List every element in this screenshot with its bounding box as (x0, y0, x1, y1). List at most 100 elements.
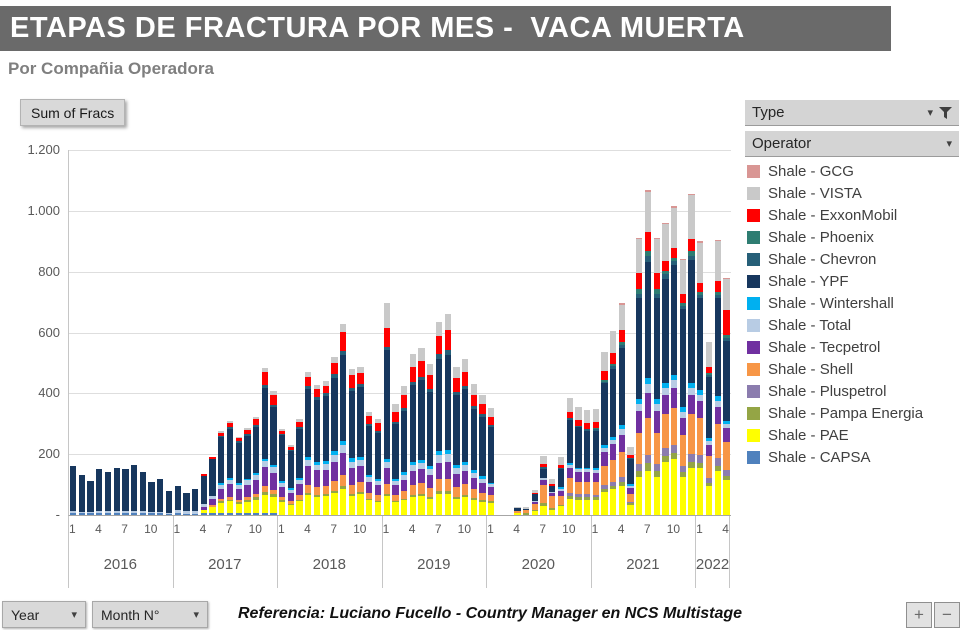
bar-2021-07[interactable] (644, 190, 652, 515)
bar-2022-02[interactable] (705, 342, 713, 515)
bar-2018-09[interactable] (348, 369, 356, 515)
legend-item[interactable]: Shale - Phoenix (747, 226, 923, 248)
bar-2016-06[interactable] (113, 467, 120, 515)
bar-2021-06[interactable] (636, 237, 643, 515)
bar-segment (113, 510, 120, 513)
bar-2017-12[interactable] (270, 391, 277, 515)
bar-2018-01[interactable] (279, 428, 286, 515)
bar-2020-09[interactable] (557, 456, 565, 515)
legend-item[interactable]: Shale - GCG (747, 160, 923, 182)
bar-2018-02[interactable] (287, 444, 295, 515)
bar-2017-01[interactable] (174, 485, 181, 515)
legend-item[interactable]: Shale - Wintershall (747, 292, 923, 314)
legend-item[interactable]: Shale - ExxonMobil (747, 204, 923, 226)
bar-2021-12[interactable] (688, 193, 695, 515)
bar-2017-09[interactable] (244, 428, 251, 515)
sum-of-fracs-button[interactable]: Sum of Fracs (20, 99, 126, 126)
bar-2016-08[interactable] (130, 464, 138, 515)
bar-2020-10[interactable] (566, 398, 573, 515)
legend-item[interactable]: Shale - VISTA (747, 182, 923, 204)
bar-2017-10[interactable] (252, 416, 260, 515)
bar-2021-04[interactable] (618, 303, 626, 515)
bar-2016-04[interactable] (96, 468, 103, 515)
bar-2017-11[interactable] (261, 367, 268, 515)
bar-2018-03[interactable] (296, 419, 303, 515)
bar-2021-08[interactable] (653, 237, 660, 515)
month-filter-button[interactable]: Month N° ▾ (92, 601, 208, 628)
zoom-in-button[interactable]: + (906, 602, 932, 628)
bar-2021-02[interactable] (601, 351, 608, 515)
bar-2018-04[interactable] (305, 371, 312, 515)
legend-item[interactable]: Shale - Chevron (747, 248, 923, 270)
bar-2016-01[interactable] (70, 465, 77, 515)
bar-2020-06[interactable] (531, 489, 538, 515)
bar-2019-06[interactable] (427, 364, 434, 515)
legend-item[interactable]: Shale - Shell (747, 358, 923, 380)
bar-2019-10[interactable] (461, 358, 469, 515)
bar-2020-04[interactable] (514, 506, 521, 515)
bar-2018-11[interactable] (366, 411, 373, 515)
bar-2019-07[interactable] (435, 321, 443, 515)
bar-2022-04[interactable] (723, 277, 730, 515)
bar-2021-03[interactable] (610, 331, 617, 515)
bar-2016-05[interactable] (104, 472, 112, 515)
bar-2017-07[interactable] (226, 421, 234, 515)
bar-segment (383, 462, 390, 469)
legend-item[interactable]: Shale - Tecpetrol (747, 336, 923, 358)
legend-item[interactable]: Shale - Pluspetrol (747, 380, 923, 402)
bar-2019-01[interactable] (383, 303, 390, 515)
bar-2021-01[interactable] (592, 408, 599, 515)
bar-2018-05[interactable] (313, 384, 321, 515)
legend-item[interactable]: Shale - Pampa Energia (747, 402, 923, 424)
bar-2016-03[interactable] (87, 481, 94, 515)
bar-2019-09[interactable] (453, 366, 460, 515)
legend-item[interactable]: Shale - CAPSA (747, 446, 923, 468)
bar-2017-05[interactable] (209, 457, 216, 515)
bar-2019-12[interactable] (479, 395, 486, 515)
bar-2016-02[interactable] (78, 474, 85, 515)
bar-2018-06[interactable] (322, 380, 329, 515)
bar-2020-07[interactable] (540, 456, 547, 515)
bar-2017-04[interactable] (200, 474, 207, 515)
bar-2016-07[interactable] (122, 468, 129, 515)
zoom-out-button[interactable]: − (934, 602, 960, 628)
bar-2016-09[interactable] (139, 472, 146, 515)
bar-2019-11[interactable] (470, 383, 477, 515)
bar-segment (575, 500, 582, 515)
year-filter-button[interactable]: Year ▾ (2, 601, 86, 628)
bar-2019-04[interactable] (409, 353, 416, 515)
legend-item[interactable]: Shale - PAE (747, 424, 923, 446)
bar-2020-01[interactable] (488, 408, 495, 515)
bar-2016-12[interactable] (165, 490, 173, 515)
operator-filter-dropdown[interactable]: Operator ▾ (745, 131, 959, 157)
bar-2021-09[interactable] (662, 222, 669, 515)
bar-2017-03[interactable] (191, 489, 199, 515)
bar-2016-10[interactable] (148, 482, 155, 515)
bar-2019-02[interactable] (392, 404, 399, 515)
bar-2021-10[interactable] (671, 206, 678, 515)
bar-2020-08[interactable] (549, 479, 556, 515)
bar-2022-01[interactable] (697, 241, 704, 515)
bar-2018-08[interactable] (340, 323, 347, 515)
bar-segment (557, 506, 565, 515)
legend-item[interactable]: Shale - Total (747, 314, 923, 336)
bar-2019-05[interactable] (418, 348, 425, 515)
bar-2019-08[interactable] (444, 314, 451, 515)
bar-2018-10[interactable] (357, 366, 364, 515)
bar-2020-05[interactable] (522, 507, 530, 515)
legend-item[interactable]: Shale - YPF (747, 270, 923, 292)
bar-2018-12[interactable] (374, 418, 382, 515)
bar-2021-11[interactable] (679, 258, 687, 515)
bar-2022-03[interactable] (714, 239, 721, 515)
type-filter-dropdown[interactable]: Type ▾ (745, 100, 959, 126)
year-separator (68, 516, 69, 588)
bar-2019-03[interactable] (401, 385, 408, 515)
bar-2017-08[interactable] (235, 436, 242, 515)
bar-2018-07[interactable] (331, 356, 338, 515)
bar-2020-12[interactable] (583, 409, 591, 515)
bar-2017-06[interactable] (218, 431, 225, 515)
bar-2020-11[interactable] (575, 406, 582, 515)
bar-2017-02[interactable] (183, 492, 190, 515)
bar-2021-05[interactable] (627, 446, 634, 515)
bar-2016-11[interactable] (157, 478, 164, 515)
